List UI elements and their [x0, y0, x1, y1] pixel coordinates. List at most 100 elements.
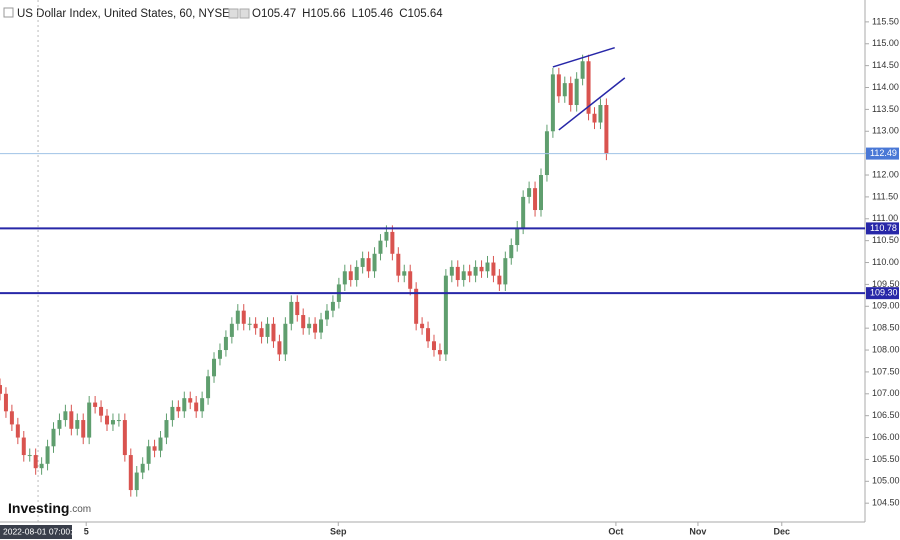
candle-body — [57, 420, 62, 429]
candle-body — [366, 258, 371, 272]
candle-body — [99, 406, 104, 416]
candle-body — [51, 428, 56, 447]
candle-body — [247, 323, 252, 325]
candle-body — [259, 328, 264, 337]
candle-body — [200, 398, 205, 412]
candle-body — [295, 301, 300, 316]
candle-body — [360, 258, 365, 267]
candle-body — [39, 463, 44, 469]
ohlc-value: L105.46 — [352, 8, 394, 20]
candle-body — [146, 446, 151, 464]
price-label-box — [866, 147, 899, 160]
logo-text: Investing — [8, 500, 69, 516]
close-icon[interactable] — [239, 8, 250, 19]
candle-body — [21, 437, 26, 456]
candle-body — [580, 61, 585, 79]
price-label-box — [866, 287, 899, 300]
x-tick-label: Oct — [608, 526, 623, 536]
ohlc-value: O105.47 — [252, 8, 296, 20]
candle-body — [485, 262, 490, 272]
y-tick-label: 109.00 — [872, 301, 900, 311]
trendline — [558, 77, 626, 131]
candle-body — [479, 266, 484, 272]
y-tick-label: 105.00 — [872, 476, 900, 486]
candle-body — [277, 341, 282, 355]
price-label: 112.49 — [870, 148, 897, 158]
y-tick-label: 109.50 — [872, 279, 900, 289]
ohlc-value: H105.66 — [302, 8, 345, 20]
collapse-icon[interactable] — [3, 7, 14, 18]
settings-icon[interactable] — [228, 8, 239, 19]
candle-body — [324, 310, 329, 320]
candle-body — [176, 406, 181, 412]
candle-body — [235, 310, 240, 324]
y-tick-label: 106.50 — [872, 410, 900, 420]
y-tick-label: 110.50 — [872, 235, 899, 245]
candle-body — [265, 323, 270, 337]
candle-body — [509, 245, 514, 259]
y-tick-label: 111.00 — [872, 213, 898, 223]
candle-body — [253, 323, 258, 329]
candle-body — [461, 271, 466, 281]
candle-body — [9, 411, 14, 425]
candle-body — [354, 266, 359, 281]
y-tick-label: 115.50 — [872, 16, 899, 26]
candle-body — [3, 393, 8, 412]
x-tick-label: Sep — [330, 526, 347, 536]
candle-body — [455, 266, 460, 281]
candle-body — [420, 323, 425, 329]
y-tick-label: 105.50 — [872, 454, 900, 464]
candle-body — [307, 323, 312, 329]
candle-body — [574, 78, 579, 106]
y-tick-label: 112.00 — [872, 169, 899, 179]
candle-body — [515, 227, 520, 246]
candle-body — [271, 323, 276, 342]
candle-body — [69, 411, 74, 429]
crosshair-label: 2022-08-01 07:00:00 — [3, 526, 82, 536]
candle-body — [0, 385, 2, 394]
candle-body — [342, 271, 347, 285]
candle-body — [122, 420, 127, 456]
candle-body — [301, 315, 306, 329]
candle-body — [497, 275, 502, 285]
candle-body — [527, 188, 532, 197]
candle-body — [426, 328, 431, 342]
y-tick-label: 114.00 — [872, 82, 899, 92]
candle-body — [598, 105, 603, 123]
candle-body — [15, 424, 20, 438]
candle-body — [170, 406, 175, 421]
candle-body — [188, 398, 193, 403]
x-tick-label: Nov — [689, 526, 706, 536]
candle-body — [63, 411, 68, 421]
candle-body — [93, 402, 98, 407]
price-label-box — [866, 222, 899, 235]
y-tick-label: 108.50 — [872, 323, 900, 333]
candle-body — [449, 266, 454, 276]
candle-body — [556, 74, 561, 97]
candle-body — [521, 196, 526, 228]
y-tick-label: 113.00 — [872, 126, 899, 136]
crosshair-label-box — [0, 525, 72, 539]
candle-body — [110, 420, 115, 425]
candle-body — [473, 266, 478, 276]
y-tick-label: 111.50 — [872, 191, 898, 201]
candle-body — [390, 231, 395, 254]
candle-body — [116, 420, 121, 422]
candle-body — [538, 175, 543, 211]
candle-body — [568, 83, 573, 106]
candle-body — [604, 105, 609, 154]
y-tick-label: 115.00 — [872, 38, 899, 48]
candle-body — [467, 271, 472, 276]
candle-body — [289, 301, 294, 324]
candle-body — [562, 83, 567, 97]
candle-body — [229, 323, 234, 337]
candle-body — [134, 472, 139, 491]
y-tick-label: 106.00 — [872, 432, 900, 442]
candle-body — [33, 455, 38, 469]
logo-suffix: .com — [69, 504, 91, 515]
ohlc-readout: O105.47 H105.66 L105.46 C105.64 — [252, 8, 443, 20]
y-tick-label: 114.50 — [872, 60, 899, 70]
candle-body — [408, 271, 413, 289]
candle-body — [87, 402, 92, 438]
